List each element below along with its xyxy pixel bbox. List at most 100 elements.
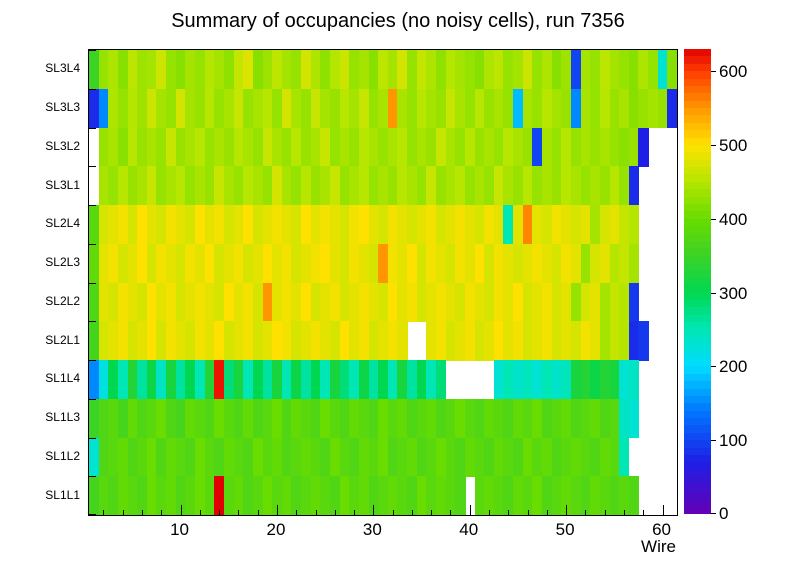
heatmap-cell xyxy=(426,398,437,439)
heatmap-cell xyxy=(252,398,264,439)
colorbar-segment xyxy=(684,114,711,123)
heatmap-cell xyxy=(387,321,399,361)
heatmap-cell xyxy=(223,127,235,167)
heatmap-cell xyxy=(474,88,485,129)
heatmap-cell xyxy=(580,205,591,245)
heatmap-cell xyxy=(599,360,611,400)
heatmap-cell xyxy=(89,282,100,322)
heatmap-cell xyxy=(156,321,167,361)
heatmap-cell xyxy=(580,437,591,477)
heatmap-cell xyxy=(609,50,620,90)
x-axis-tick-label: 20 xyxy=(266,520,286,539)
heatmap-cell xyxy=(108,127,119,167)
heatmap-cell xyxy=(426,476,437,515)
heatmap-cell xyxy=(204,243,215,284)
heatmap-cell xyxy=(301,360,312,400)
heatmap-cell xyxy=(368,398,379,439)
heatmap-cell xyxy=(609,321,620,361)
heatmap-cell xyxy=(233,476,244,515)
heatmap-cell xyxy=(484,476,495,515)
heatmap-cell xyxy=(513,205,524,245)
heatmap-cell xyxy=(243,88,254,129)
heatmap-cell xyxy=(108,88,119,129)
heatmap-cell xyxy=(89,50,100,90)
heatmap-cell xyxy=(272,282,283,322)
heatmap-cell xyxy=(98,282,109,322)
heatmap-cell xyxy=(358,437,370,477)
y-axis-tick xyxy=(89,88,96,90)
heatmap-cell xyxy=(503,88,514,129)
heatmap-cell xyxy=(310,243,321,284)
heatmap-cell xyxy=(137,282,148,322)
heatmap-cell xyxy=(426,50,437,90)
heatmap-cell xyxy=(397,50,408,90)
y-axis-tick xyxy=(89,127,96,129)
heatmap-cell xyxy=(628,205,640,245)
heatmap-cell xyxy=(233,360,244,400)
heatmap-cell xyxy=(416,437,427,477)
heatmap-cell xyxy=(484,50,495,90)
x-axis-tick xyxy=(180,505,182,515)
heatmap-cell xyxy=(628,166,640,206)
heatmap-cell xyxy=(580,50,591,90)
heatmap-cell xyxy=(513,398,524,439)
heatmap-cell xyxy=(320,398,331,439)
heatmap-cell xyxy=(628,127,640,167)
colorbar-segment xyxy=(684,218,711,227)
plot-frame xyxy=(88,49,678,516)
heatmap-cell xyxy=(98,476,109,515)
heatmap-cell xyxy=(233,205,244,245)
x-axis-tick xyxy=(508,510,510,515)
heatmap-cell xyxy=(156,88,167,129)
x-axis-tick-label: 60 xyxy=(652,520,671,539)
colorbar-segment xyxy=(684,365,711,374)
heatmap-cell xyxy=(272,437,283,477)
colorbar-segment xyxy=(684,49,711,57)
heatmap-cell xyxy=(532,50,543,90)
heatmap-cell xyxy=(368,282,379,322)
heatmap-cell xyxy=(281,166,293,206)
heatmap-cell xyxy=(378,282,389,322)
heatmap-cell xyxy=(127,476,138,515)
x-axis-tick xyxy=(585,510,587,515)
heatmap-cell xyxy=(291,166,302,206)
heatmap-cell xyxy=(281,88,293,129)
heatmap-cell xyxy=(455,282,466,322)
heatmap-cell xyxy=(204,88,215,129)
heatmap-cell xyxy=(503,321,514,361)
heatmap-cell xyxy=(416,360,427,400)
heatmap-cell xyxy=(214,88,225,129)
heatmap-cell xyxy=(378,321,389,361)
heatmap-cell xyxy=(223,321,235,361)
heatmap-cell xyxy=(551,282,562,322)
heatmap-cell xyxy=(108,166,119,206)
heatmap-cell xyxy=(580,398,591,439)
heatmap-cell xyxy=(108,282,119,322)
heatmap-cell xyxy=(329,282,341,322)
heatmap-cell xyxy=(619,166,630,206)
heatmap-cell xyxy=(387,360,399,400)
heatmap-cell xyxy=(522,476,533,515)
heatmap-cell xyxy=(272,88,283,129)
heatmap-cell xyxy=(117,360,129,400)
heatmap-cell xyxy=(513,437,524,477)
heatmap-cell xyxy=(310,476,321,515)
heatmap-cell xyxy=(599,282,611,322)
heatmap-cell xyxy=(493,205,505,245)
heatmap-cell xyxy=(387,205,399,245)
heatmap-cell xyxy=(570,127,582,167)
heatmap-cell xyxy=(108,437,119,477)
colorbar-segment xyxy=(684,469,711,478)
colorbar-tick-label: 200 xyxy=(719,357,748,377)
heatmap-cell xyxy=(252,437,264,477)
heatmap-cell xyxy=(368,166,379,206)
heatmap-cell xyxy=(320,88,331,129)
heatmap-cell xyxy=(137,127,148,167)
heatmap-cell xyxy=(416,205,427,245)
heatmap-cell xyxy=(329,127,341,167)
heatmap-cell xyxy=(551,360,562,400)
colorbar-segment xyxy=(684,151,711,160)
heatmap-cell xyxy=(580,166,591,206)
x-axis-tick xyxy=(373,505,375,515)
